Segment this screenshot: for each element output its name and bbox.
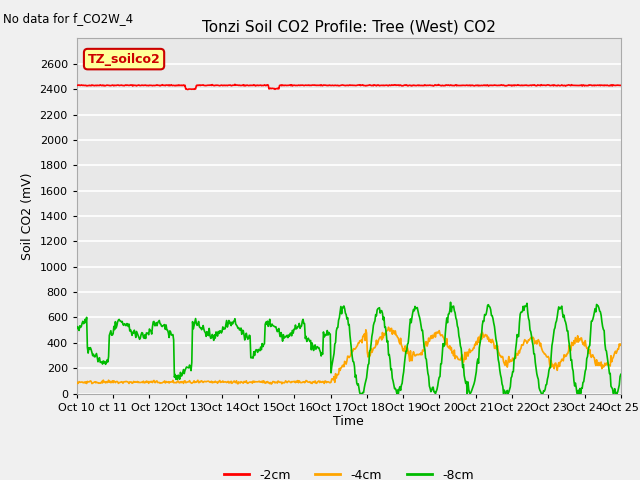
Text: No data for f_CO2W_4: No data for f_CO2W_4 (3, 12, 133, 25)
Text: TZ_soilco2: TZ_soilco2 (88, 53, 161, 66)
Legend: -2cm, -4cm, -8cm: -2cm, -4cm, -8cm (219, 464, 479, 480)
Y-axis label: Soil CO2 (mV): Soil CO2 (mV) (21, 172, 34, 260)
X-axis label: Time: Time (333, 415, 364, 429)
Title: Tonzi Soil CO2 Profile: Tree (West) CO2: Tonzi Soil CO2 Profile: Tree (West) CO2 (202, 20, 496, 35)
